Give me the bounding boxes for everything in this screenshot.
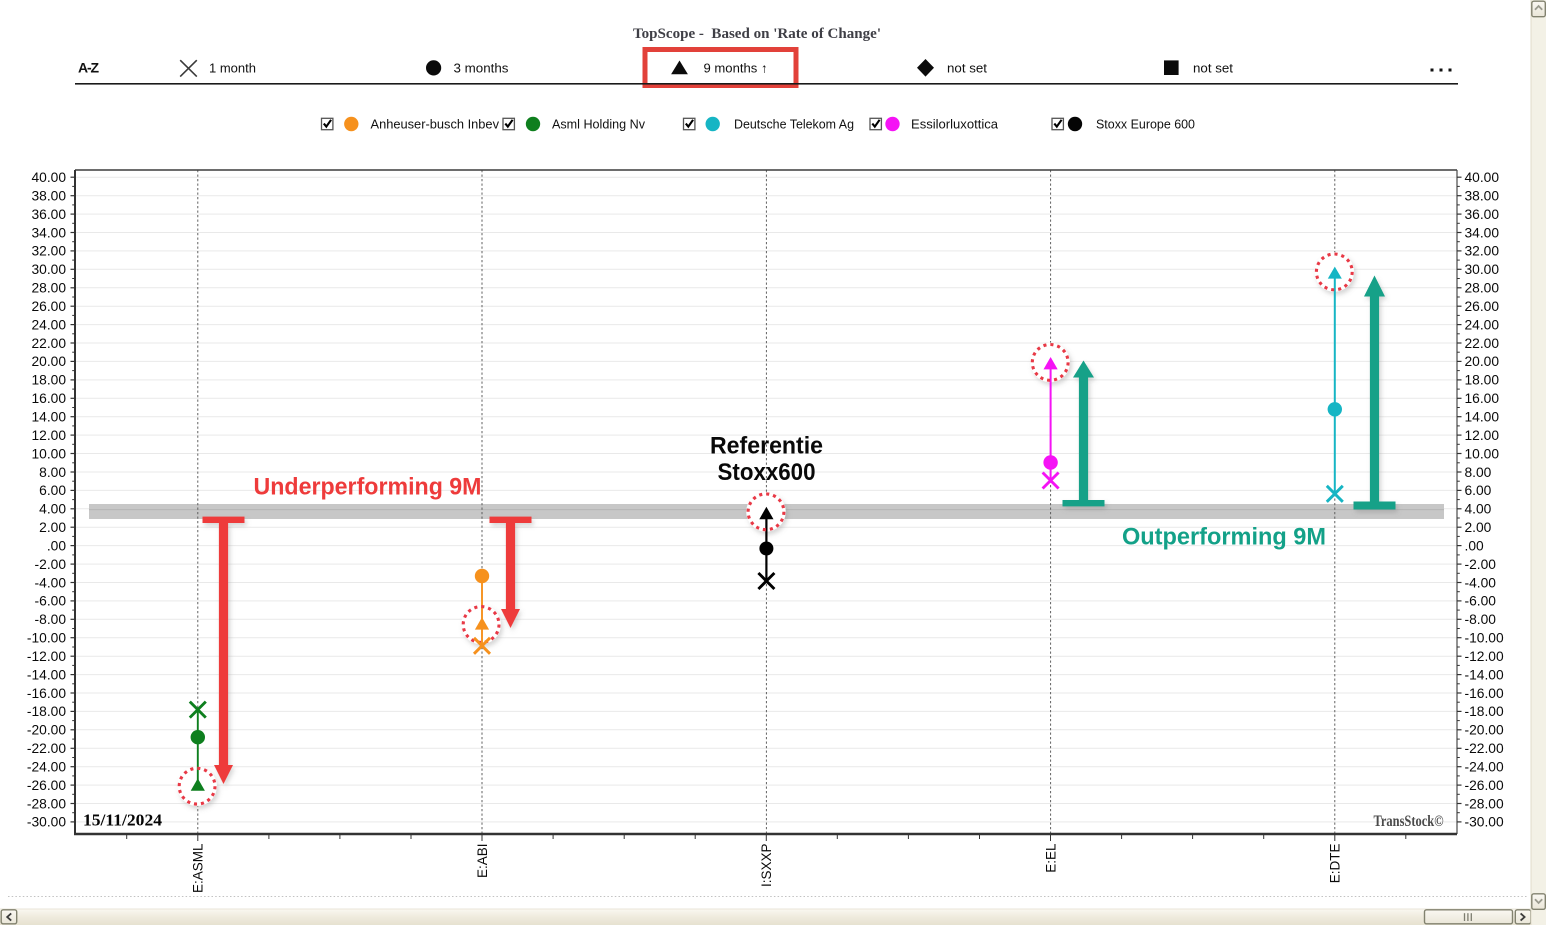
svg-text:-16.00: -16.00: [1465, 686, 1504, 701]
svg-text:40.00: 40.00: [1465, 170, 1500, 185]
svg-text:Essilorluxottica: Essilorluxottica: [911, 117, 999, 132]
svg-text:-12.00: -12.00: [1465, 649, 1504, 664]
svg-text:-6.00: -6.00: [35, 594, 67, 609]
svg-text:38.00: 38.00: [1465, 189, 1500, 204]
svg-text:-26.00: -26.00: [27, 778, 66, 793]
svg-text:9 months ↑: 9 months ↑: [704, 61, 768, 76]
svg-text:12.00: 12.00: [1465, 428, 1500, 443]
svg-text:-4.00: -4.00: [1465, 575, 1497, 590]
svg-text:14.00: 14.00: [1465, 410, 1500, 425]
svg-text:-16.00: -16.00: [27, 686, 66, 701]
svg-text:4.00: 4.00: [39, 502, 66, 517]
svg-text:Anheuser-busch Inbev: Anheuser-busch Inbev: [371, 117, 500, 132]
svg-text:Referentie: Referentie: [710, 433, 823, 460]
svg-text:Outperforming 9M: Outperforming 9M: [1122, 524, 1326, 551]
svg-text:-2.00: -2.00: [1465, 557, 1497, 572]
svg-text:-24.00: -24.00: [1465, 760, 1504, 775]
svg-text:28.00: 28.00: [31, 281, 66, 296]
svg-text:-28.00: -28.00: [1465, 796, 1504, 811]
svg-text:-8.00: -8.00: [1465, 612, 1497, 627]
svg-text:16.00: 16.00: [31, 391, 66, 406]
svg-text:34.00: 34.00: [1465, 225, 1500, 240]
svg-text:32.00: 32.00: [31, 244, 66, 259]
svg-text:-6.00: -6.00: [1465, 594, 1497, 609]
svg-text:-10.00: -10.00: [1465, 631, 1504, 646]
svg-text:3 months: 3 months: [454, 61, 510, 76]
svg-text:-18.00: -18.00: [27, 704, 66, 719]
svg-text:-18.00: -18.00: [1465, 704, 1504, 719]
svg-text:4.00: 4.00: [1465, 502, 1492, 517]
svg-text:Underperforming 9M: Underperforming 9M: [254, 474, 482, 501]
svg-text:14.00: 14.00: [31, 410, 66, 425]
svg-text:38.00: 38.00: [31, 189, 66, 204]
svg-text:-14.00: -14.00: [1465, 667, 1504, 682]
svg-text:22.00: 22.00: [31, 336, 66, 351]
svg-text:40.00: 40.00: [31, 170, 66, 185]
svg-text:-14.00: -14.00: [27, 667, 66, 682]
svg-text:-20.00: -20.00: [1465, 723, 1504, 738]
svg-text:12.00: 12.00: [31, 428, 66, 443]
svg-text:-22.00: -22.00: [27, 741, 66, 756]
svg-text:not set: not set: [1193, 61, 1233, 76]
svg-text:32.00: 32.00: [1465, 244, 1500, 259]
svg-text:-20.00: -20.00: [27, 723, 66, 738]
svg-text:6.00: 6.00: [39, 483, 66, 498]
svg-text:TransStock©: TransStock©: [1374, 813, 1444, 830]
svg-text:Stoxx600: Stoxx600: [718, 459, 816, 486]
svg-text:10.00: 10.00: [31, 446, 66, 461]
svg-text:36.00: 36.00: [31, 207, 66, 222]
svg-text:34.00: 34.00: [31, 225, 66, 240]
svg-text:18.00: 18.00: [31, 373, 66, 388]
svg-text:28.00: 28.00: [1465, 281, 1500, 296]
svg-text:8.00: 8.00: [1465, 465, 1492, 480]
svg-text:-26.00: -26.00: [1465, 778, 1504, 793]
svg-text:6.00: 6.00: [1465, 483, 1492, 498]
svg-text:Deutsche Telekom Ag: Deutsche Telekom Ag: [734, 117, 854, 132]
svg-text:24.00: 24.00: [31, 317, 66, 332]
svg-text:.00: .00: [47, 538, 67, 553]
svg-text:E:ABI: E:ABI: [475, 844, 490, 879]
svg-text:-30.00: -30.00: [1465, 815, 1504, 830]
svg-text:E:EL: E:EL: [1043, 843, 1058, 873]
svg-text:A-Z: A-Z: [78, 60, 99, 76]
svg-text:22.00: 22.00: [1465, 336, 1500, 351]
svg-text:-8.00: -8.00: [35, 612, 67, 627]
svg-text:-24.00: -24.00: [27, 760, 66, 775]
svg-text:20.00: 20.00: [1465, 354, 1500, 369]
svg-text:10.00: 10.00: [1465, 446, 1500, 461]
svg-text:I:SXXP: I:SXXP: [759, 844, 774, 888]
svg-text:30.00: 30.00: [31, 262, 66, 277]
svg-text:1 month: 1 month: [209, 61, 256, 76]
svg-text:8.00: 8.00: [39, 465, 66, 480]
svg-text:18.00: 18.00: [1465, 373, 1500, 388]
svg-text:-10.00: -10.00: [27, 631, 66, 646]
svg-text:15/11/2024: 15/11/2024: [83, 810, 162, 829]
svg-text:TopScope - Based on 'Rate of: TopScope - Based on 'Rate of Change': [633, 26, 881, 42]
svg-text:E:DTE: E:DTE: [1328, 844, 1343, 884]
svg-text:2.00: 2.00: [1465, 520, 1492, 535]
svg-text:36.00: 36.00: [1465, 207, 1500, 222]
svg-text:20.00: 20.00: [31, 354, 66, 369]
svg-text:Asml Holding Nv: Asml Holding Nv: [552, 117, 645, 132]
svg-text:-22.00: -22.00: [1465, 741, 1504, 756]
svg-text:not set: not set: [947, 61, 987, 76]
svg-text:-30.00: -30.00: [27, 815, 66, 830]
svg-text:-4.00: -4.00: [35, 575, 67, 590]
svg-text:16.00: 16.00: [1465, 391, 1500, 406]
svg-text:-12.00: -12.00: [27, 649, 66, 664]
svg-text:-28.00: -28.00: [27, 796, 66, 811]
svg-text:2.00: 2.00: [39, 520, 66, 535]
svg-text:26.00: 26.00: [31, 299, 66, 314]
svg-text:E:ASML: E:ASML: [191, 843, 206, 893]
svg-text:.00: .00: [1465, 538, 1485, 553]
svg-text:30.00: 30.00: [1465, 262, 1500, 277]
svg-text:26.00: 26.00: [1465, 299, 1500, 314]
svg-text:24.00: 24.00: [1465, 317, 1500, 332]
svg-text:-2.00: -2.00: [35, 557, 67, 572]
svg-text:Stoxx Europe 600: Stoxx Europe 600: [1096, 117, 1195, 132]
